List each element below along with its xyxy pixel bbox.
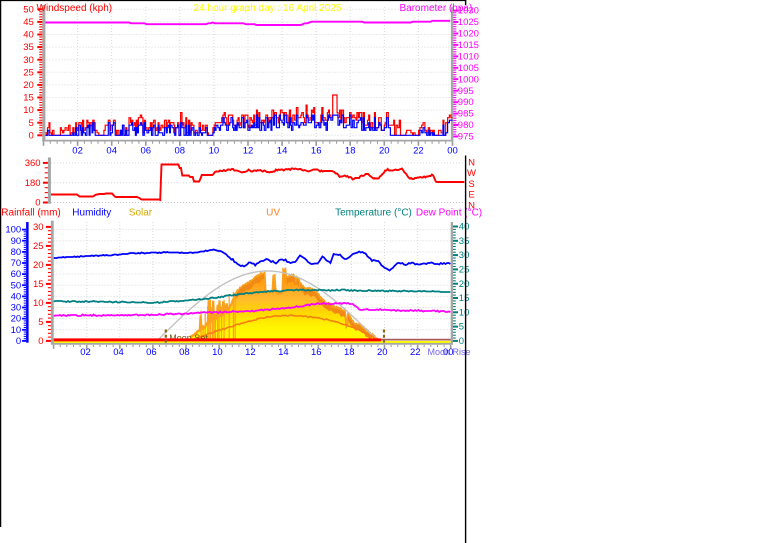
svg-text:40: 40 xyxy=(459,222,470,233)
svg-text:20: 20 xyxy=(23,80,34,91)
svg-text:Moon Set: Moon Set xyxy=(169,333,208,343)
svg-text:975: 975 xyxy=(458,132,474,143)
svg-text:Humidity: Humidity xyxy=(72,207,111,218)
svg-text:14: 14 xyxy=(277,146,288,157)
svg-text:10: 10 xyxy=(459,307,470,318)
svg-text:90: 90 xyxy=(11,236,22,247)
svg-text:10: 10 xyxy=(209,146,220,157)
svg-text:15: 15 xyxy=(23,93,34,104)
svg-text:10: 10 xyxy=(212,347,223,358)
svg-text:Windspeed (kph): Windspeed (kph) xyxy=(37,3,113,14)
svg-text:10: 10 xyxy=(33,298,44,309)
svg-text:04: 04 xyxy=(106,146,117,157)
svg-text:24 hour graph day : 16 April 2: 24 hour graph day : 16 April 2025 xyxy=(194,3,342,14)
svg-text:10: 10 xyxy=(11,325,22,336)
svg-text:04: 04 xyxy=(113,347,124,358)
svg-text:1010: 1010 xyxy=(458,52,479,63)
svg-text:360: 360 xyxy=(25,158,41,169)
svg-text:35: 35 xyxy=(459,236,470,247)
svg-text:35: 35 xyxy=(23,42,34,53)
svg-text:12: 12 xyxy=(245,347,256,358)
svg-text:08: 08 xyxy=(179,347,190,358)
svg-text:985: 985 xyxy=(458,109,474,120)
svg-text:180: 180 xyxy=(25,178,41,189)
svg-text:Solar: Solar xyxy=(129,207,153,218)
svg-text:0: 0 xyxy=(459,336,464,347)
svg-text:06: 06 xyxy=(141,146,152,157)
svg-text:40: 40 xyxy=(23,30,34,41)
svg-text:N: N xyxy=(468,200,475,211)
svg-text:0: 0 xyxy=(29,130,34,141)
svg-text:15: 15 xyxy=(33,279,44,290)
svg-text:80: 80 xyxy=(11,247,22,258)
svg-text:14: 14 xyxy=(278,347,289,358)
svg-text:20: 20 xyxy=(459,279,470,290)
svg-text:0: 0 xyxy=(16,336,21,347)
svg-text:10: 10 xyxy=(23,105,34,116)
svg-text:06: 06 xyxy=(146,347,157,358)
svg-text:02: 02 xyxy=(80,347,91,358)
svg-text:S: S xyxy=(468,179,474,190)
svg-text:5: 5 xyxy=(29,118,34,129)
svg-text:16: 16 xyxy=(311,146,322,157)
svg-text:00: 00 xyxy=(443,347,454,358)
svg-text:30: 30 xyxy=(33,222,44,233)
svg-text:UV: UV xyxy=(266,207,280,218)
svg-text:Barometer (hpa): Barometer (hpa) xyxy=(400,3,473,14)
svg-text:02: 02 xyxy=(72,146,83,157)
svg-text:45: 45 xyxy=(23,17,34,28)
svg-text:15: 15 xyxy=(459,293,470,304)
svg-text:30: 30 xyxy=(459,250,470,261)
svg-text:W: W xyxy=(467,168,476,179)
svg-text:40: 40 xyxy=(11,292,22,303)
svg-text:0: 0 xyxy=(35,198,40,209)
svg-text:50: 50 xyxy=(23,4,34,15)
svg-text:50: 50 xyxy=(11,280,22,291)
svg-text:1000: 1000 xyxy=(458,74,479,85)
svg-text:Temperature (°C): Temperature (°C) xyxy=(335,207,412,218)
svg-text:20: 20 xyxy=(33,260,44,271)
svg-text:1020: 1020 xyxy=(458,29,479,40)
svg-text:100: 100 xyxy=(5,225,21,236)
svg-text:1015: 1015 xyxy=(458,40,479,51)
svg-text:990: 990 xyxy=(458,97,474,108)
svg-text:25: 25 xyxy=(23,67,34,78)
svg-text:1030: 1030 xyxy=(458,6,479,17)
svg-text:20: 20 xyxy=(379,146,390,157)
svg-text:12: 12 xyxy=(243,146,254,157)
svg-text:5: 5 xyxy=(38,317,43,328)
svg-text:1005: 1005 xyxy=(458,63,479,74)
svg-text:1025: 1025 xyxy=(458,17,479,28)
svg-text:Moon Rise: Moon Rise xyxy=(428,347,471,357)
svg-text:60: 60 xyxy=(11,269,22,280)
svg-text:18: 18 xyxy=(345,146,356,157)
svg-text:980: 980 xyxy=(458,120,474,131)
svg-text:16: 16 xyxy=(311,347,322,358)
svg-text:18: 18 xyxy=(344,347,355,358)
svg-text:0: 0 xyxy=(38,336,43,347)
svg-text:22: 22 xyxy=(413,146,424,157)
svg-text:N: N xyxy=(468,158,475,169)
svg-text:00: 00 xyxy=(447,146,458,157)
svg-text:22: 22 xyxy=(410,347,421,358)
svg-text:30: 30 xyxy=(23,55,34,66)
svg-text:30: 30 xyxy=(11,303,22,314)
svg-text:995: 995 xyxy=(458,86,474,97)
svg-text:20: 20 xyxy=(377,347,388,358)
svg-text:Rainfall (mm): Rainfall (mm) xyxy=(1,207,60,218)
svg-text:25: 25 xyxy=(33,241,44,252)
svg-text:5: 5 xyxy=(459,322,464,333)
svg-text:Dew Point (°C): Dew Point (°C) xyxy=(416,207,482,218)
svg-text:E: E xyxy=(468,190,474,201)
svg-text:08: 08 xyxy=(175,146,186,157)
svg-text:70: 70 xyxy=(11,258,22,269)
svg-text:25: 25 xyxy=(459,265,470,276)
svg-text:20: 20 xyxy=(11,314,22,325)
